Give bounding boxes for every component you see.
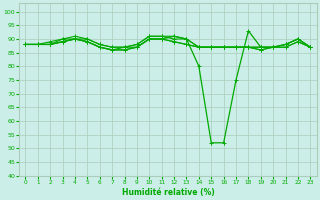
X-axis label: Humidité relative (%): Humidité relative (%) <box>122 188 214 197</box>
